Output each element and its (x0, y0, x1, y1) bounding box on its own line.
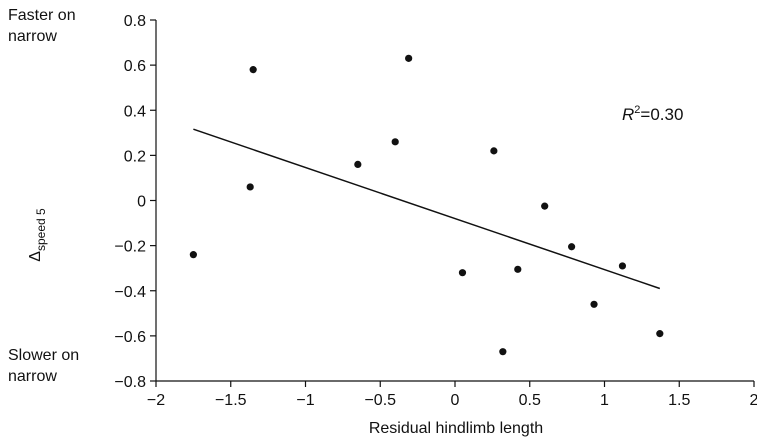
bottom-corner-label-line2: narrow (8, 368, 57, 385)
x-tick-label: 0 (451, 392, 460, 409)
data-point (541, 202, 549, 210)
y-tick-label: −0.8 (114, 374, 146, 391)
top-corner-label: Faster on narrow (8, 5, 76, 47)
y-tick-label: 0 (137, 194, 146, 211)
data-point (590, 300, 598, 308)
r-squared-exponent: 2 (634, 104, 640, 116)
data-point (656, 330, 664, 338)
data-point (249, 66, 257, 74)
data-point (405, 54, 413, 62)
data-point (391, 138, 399, 146)
points-layer (189, 54, 664, 356)
ticks-layer: −2 −1.5 −1 −0.5 0 0.5 1 1.5 2 −0.8 −0.6 −0.4 −0.2 0 0.… (114, 13, 757, 409)
x-tick-label: 1 (600, 392, 609, 409)
x-tick-label: −1.5 (215, 392, 247, 409)
data-point (246, 183, 254, 191)
x-tick-label: −2 (147, 392, 165, 409)
x-tick-label: 0.5 (519, 392, 541, 409)
x-tick-label: −0.5 (364, 392, 396, 409)
top-corner-label-line1: Faster on (8, 7, 76, 24)
y-tick-label: 0.6 (124, 58, 146, 75)
y-axis-label-delta: Δ (27, 251, 44, 262)
r-squared-value: =0.30 (640, 105, 683, 124)
x-tick-label: 2 (750, 392, 757, 409)
x-axis-label: Residual hindlimb length (369, 420, 543, 437)
data-point (514, 265, 522, 273)
data-point (618, 262, 627, 270)
y-axis-label-subscript: speed 5 (34, 208, 48, 251)
data-point (458, 269, 467, 277)
y-axis-label: Δspeed 5 (27, 208, 48, 262)
bottom-corner-label: Slower on narrow (8, 345, 79, 387)
data-point (490, 147, 498, 155)
y-tick-label: −0.4 (114, 284, 146, 301)
x-tick-label: 1.5 (668, 392, 690, 409)
data-point (189, 251, 197, 259)
regression-line (193, 128, 661, 290)
top-corner-label-line2: narrow (8, 28, 57, 45)
y-tick-label: 0.8 (124, 13, 146, 30)
y-tick-label: 0.2 (124, 148, 146, 165)
bottom-corner-label-line1: Slower on (8, 347, 80, 364)
data-point (499, 348, 507, 356)
data-point (568, 243, 576, 251)
y-tick-label: 0.4 (124, 103, 146, 120)
data-point (354, 160, 362, 168)
y-tick-label: −0.2 (114, 239, 146, 256)
y-tick-label: −0.6 (114, 329, 146, 346)
r-squared-r: R (622, 105, 634, 124)
x-tick-label: −1 (296, 392, 314, 409)
r-squared-annotation: R2=0.30 (622, 104, 683, 124)
